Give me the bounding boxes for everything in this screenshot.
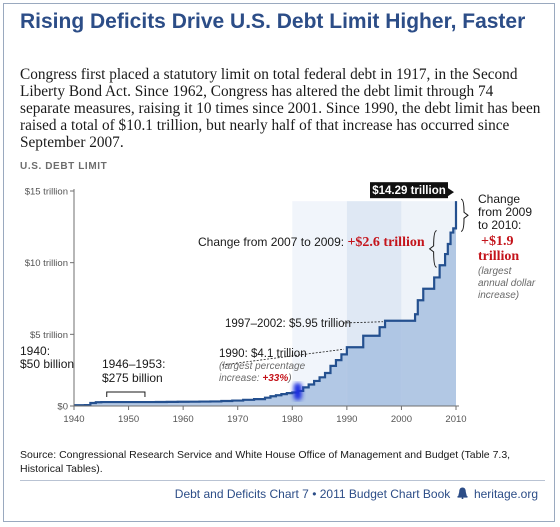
- brace-2007-2009: [428, 230, 437, 268]
- x-tick-label: 1960: [173, 414, 194, 425]
- footer-site[interactable]: heritage.org: [473, 487, 538, 501]
- annotation-2007-value: +$2.6 trillion: [347, 235, 424, 250]
- peak-label: $14.29 trillion: [372, 185, 446, 197]
- leader-1997: [342, 321, 384, 324]
- y-tick-label: $0: [57, 402, 68, 413]
- annotation-2010-value: +$1.9: [481, 234, 513, 249]
- annotation-1940: 1940:: [20, 344, 50, 358]
- source-note: Source: Congressional Research Service a…: [20, 449, 511, 475]
- x-tick-label: 1980: [282, 414, 303, 425]
- x-tick-label: 1940: [63, 414, 84, 425]
- annotation-2010-note: increase): [478, 290, 519, 301]
- x-tick-label: 1990: [336, 414, 357, 425]
- annotation-2007: Change from 2007 to 2009: +$2.6 trillion: [198, 235, 425, 250]
- debt-area: [74, 201, 456, 406]
- highlight-1981-marker: [293, 382, 302, 400]
- footer-text: Debt and Deficits Chart 7 • 2011 Budget …: [174, 487, 451, 501]
- annotation-1990-pct: +33%: [262, 373, 288, 384]
- x-tick-label: 1970: [227, 414, 248, 425]
- leader-1990: [221, 348, 344, 366]
- footer-divider: [20, 480, 545, 481]
- y-tick-label: $15 trillion: [25, 187, 68, 198]
- liberty-bell-icon: [457, 487, 468, 501]
- chart-frame: [3, 3, 555, 522]
- peak-label-pointer: [448, 188, 454, 197]
- annotation-1990: 1990: $4.1 trillion: [219, 348, 307, 360]
- annotation-2010-line: from 2009: [478, 205, 532, 219]
- page-title: Rising Deficits Drive U.S. Debt Limit Hi…: [20, 10, 526, 33]
- annotation-1946-value: $275 billion: [102, 371, 163, 385]
- bracket-1946-1953: [106, 391, 146, 398]
- annotation-2010-line: to 2010:: [478, 218, 521, 232]
- x-tick-label: 2000: [391, 414, 412, 425]
- y-tick-label: $5 trillion: [30, 330, 68, 341]
- intro-paragraph: Congress first placed a statutory limit …: [20, 66, 541, 151]
- debt-line: [74, 201, 458, 407]
- chart-label: U.S. DEBT LIMIT: [20, 161, 108, 172]
- annotation-1946: 1946–1953:: [102, 357, 165, 371]
- annotation-2010-note: annual dollar: [478, 278, 536, 289]
- brace-2009-2010: [460, 198, 469, 232]
- annotation-2010-line: Change: [478, 192, 520, 206]
- peak-label-box: [370, 182, 448, 199]
- annotation-1940-value: $50 billion: [20, 357, 74, 371]
- annotation-1997: 1997–2002: $5.95 trillion: [225, 318, 351, 330]
- x-tick-label: 1950: [118, 414, 139, 425]
- annotation-1990-note: (largest percentage: [219, 361, 306, 372]
- annotation-2010-value2: trillion: [478, 249, 519, 264]
- annotation-2010-note: (largest: [478, 266, 513, 277]
- x-tick-label: 2010: [445, 414, 466, 425]
- annotation-1990-note2: increase: +33%): [219, 373, 292, 384]
- y-tick-label: $10 trillion: [25, 258, 68, 269]
- footer: Debt and Deficits Chart 7 • 2011 Budget …: [175, 487, 538, 501]
